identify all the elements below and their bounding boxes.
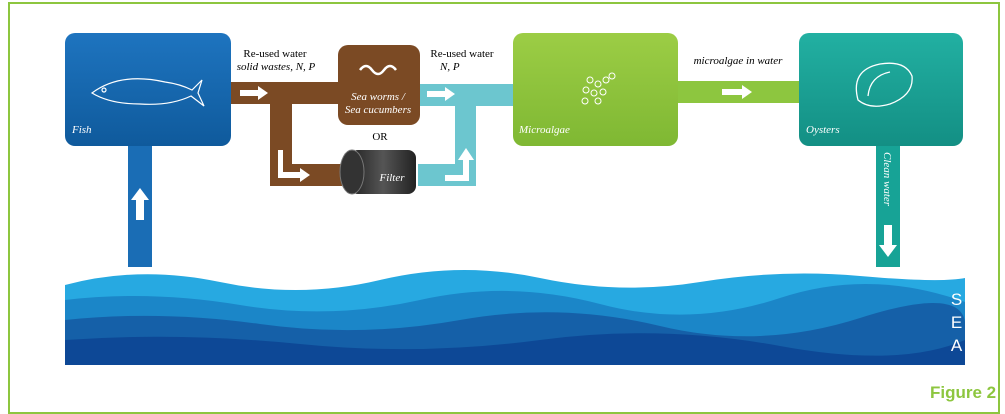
node-label: Sea cucumbers [345,104,411,116]
edge-label: Clean water [881,152,893,207]
edge-label: Re-used water [430,48,494,60]
or-label: OR [372,131,388,143]
node-label: Microalgae [518,124,570,136]
sea [65,270,965,365]
filter [340,150,416,194]
caption: Figure 2 [930,383,996,403]
node-label: Oysters [806,124,840,136]
node-label: Fish [71,124,92,136]
diagram: Re-used water solid wastes, N, P Re-used… [0,0,1005,414]
node-label: Filter [378,172,405,184]
sea-label: SEA [946,290,966,359]
node-label: Sea worms / [351,91,406,103]
edge-label: microalgae in water [694,55,784,67]
page: Re-used water solid wastes, N, P Re-used… [0,0,1005,414]
edge-label: N, P [439,61,460,73]
edge-label: solid wastes, N, P [237,61,316,73]
edge-label: Re-used water [243,48,307,60]
